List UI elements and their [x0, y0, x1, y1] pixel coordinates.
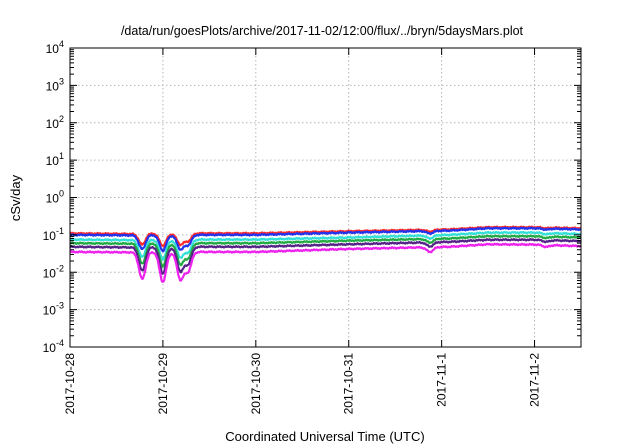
- y-tick-label: 10-2: [43, 263, 64, 280]
- x-tick-label: 2017-10-28: [63, 353, 77, 415]
- y-tick-label: 104: [46, 39, 64, 56]
- y-tick-label: 101: [46, 151, 64, 168]
- x-axis-label: Coordinated Universal Time (UTC): [225, 429, 424, 444]
- series-line: [69, 226, 582, 253]
- series-line: [69, 230, 582, 261]
- series-layer: [69, 225, 582, 283]
- y-axis-label: cSv/day: [8, 174, 23, 221]
- grid: [70, 48, 581, 347]
- x-tick-label: 2017-10-31: [342, 353, 356, 415]
- y-tick-label: 10-1: [43, 226, 64, 243]
- y-axis-ticks: 10-4 10-3 10-2 10-1 100 101 102 103 104: [43, 39, 581, 355]
- y-tick-label: 102: [46, 114, 64, 131]
- y-tick-label: 10-4: [43, 338, 64, 355]
- series-line: [69, 238, 582, 275]
- x-tick-label: 2017-10-30: [249, 353, 263, 415]
- x-tick-label: 2017-11-1: [435, 353, 449, 407]
- y-tick-label: 103: [46, 76, 64, 93]
- y-tick-label: 10-3: [43, 301, 64, 318]
- series-line: [69, 234, 582, 268]
- chart-title: /data/run/goesPlots/archive/2017-11-02/1…: [121, 24, 524, 38]
- y-tick-label: 100: [46, 189, 64, 206]
- x-tick-label: 2017-11-2: [528, 353, 542, 407]
- series-line: [69, 242, 582, 283]
- x-tick-label: 2017-10-29: [156, 353, 170, 415]
- x-axis-ticks: 2017-10-28 2017-10-29 2017-10-30 2017-10-31…: [63, 48, 542, 414]
